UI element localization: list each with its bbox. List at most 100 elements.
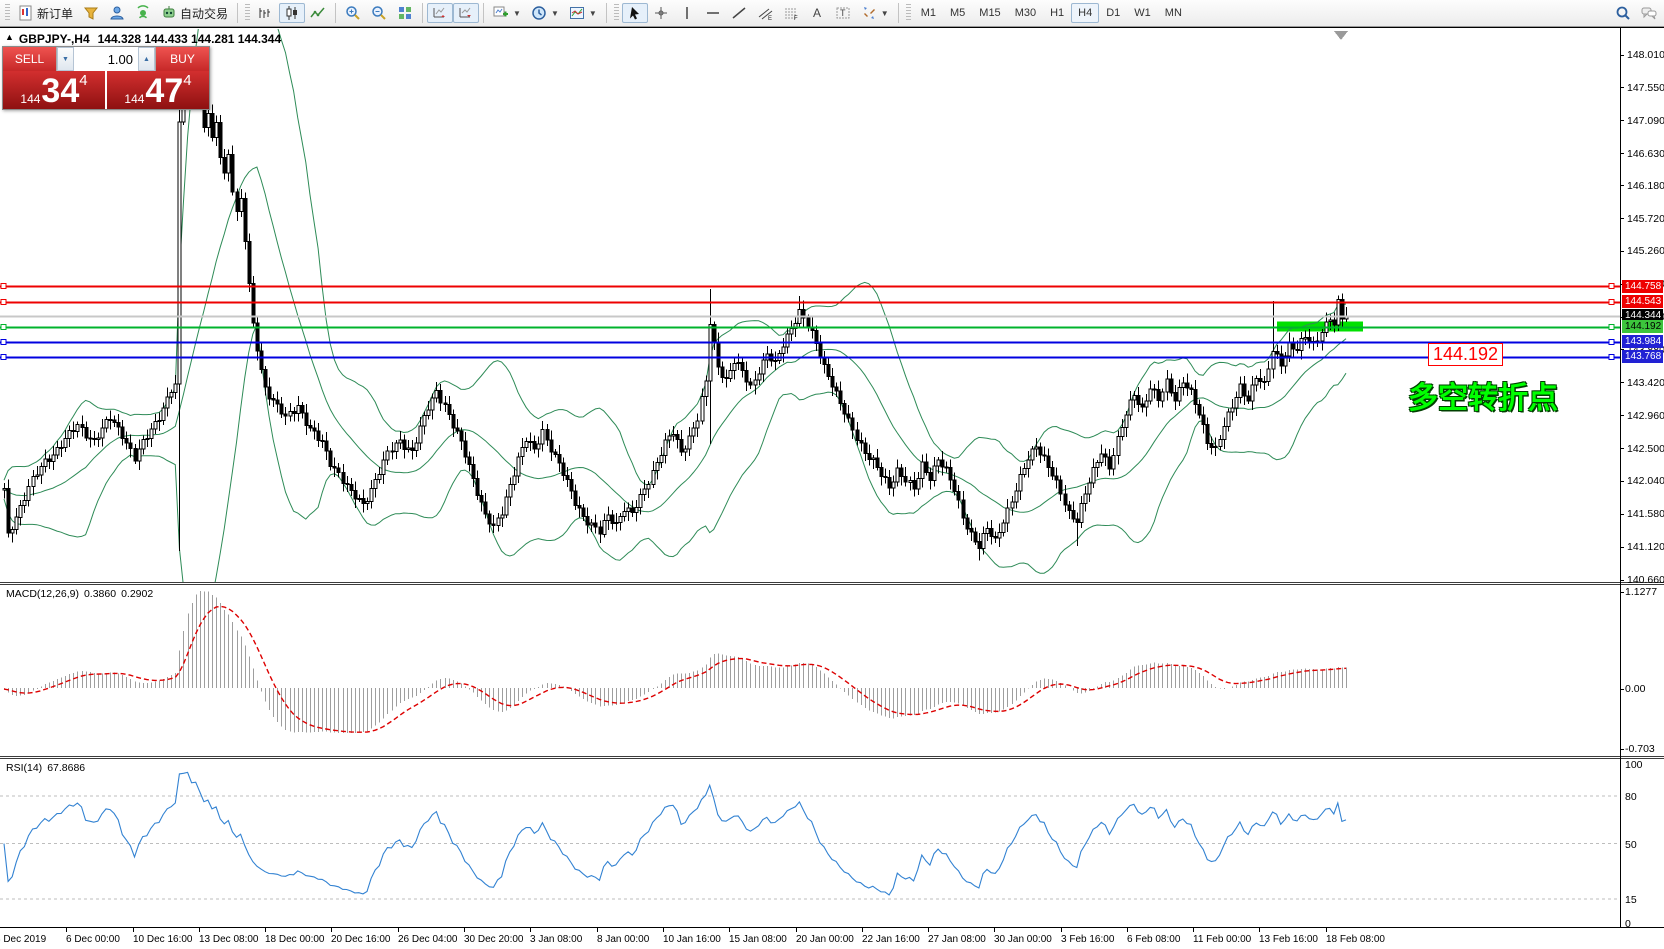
toolbar-grip[interactable] [245, 4, 251, 22]
dropdown-caret-icon[interactable]: ▼ [513, 8, 521, 18]
pane-separator[interactable] [0, 756, 1664, 759]
chat-icon [1641, 5, 1657, 21]
time-tick [464, 928, 465, 932]
price-tick [1620, 87, 1624, 88]
time-tick [796, 928, 797, 932]
metaquotes-icon [83, 5, 99, 21]
candlestick-chart-button[interactable] [279, 3, 306, 23]
candlestick-chart-icon [284, 5, 300, 21]
zoom-in-icon [345, 5, 361, 21]
profiles-clock-button[interactable]: ▼ [526, 3, 564, 23]
profile-button[interactable] [104, 3, 130, 23]
crosshair-button[interactable] [648, 3, 674, 23]
annotation-text[interactable]: 多空转折点 [1408, 382, 1558, 415]
horizontal-line-button[interactable] [700, 3, 726, 23]
time-tick-label: 6 Feb 08:00 [1127, 934, 1181, 945]
chart-shift-button[interactable] [453, 3, 480, 23]
volume-increase-button[interactable]: ▲ [138, 47, 155, 71]
metaquotes-button[interactable] [78, 3, 104, 23]
signals-button[interactable] [130, 3, 156, 23]
label-button[interactable]: T [830, 3, 856, 23]
volume-decrease-button[interactable]: ▼ [57, 47, 74, 71]
text-button[interactable]: A [804, 3, 830, 23]
time-tick-label: 13 Feb 16:00 [1259, 934, 1318, 945]
timeframe-m1[interactable]: M1 [920, 7, 936, 19]
pane-separator[interactable] [0, 582, 1664, 585]
dropdown-caret-icon[interactable]: ▼ [588, 8, 597, 18]
dropdown-caret-icon[interactable]: ▼ [550, 8, 559, 18]
timeframe-h4[interactable]: H4 [1071, 3, 1100, 23]
price-callout-label[interactable]: 144.192 [1428, 343, 1504, 366]
collapse-triangle-icon[interactable]: ▲ [5, 32, 14, 42]
toolbar-grip[interactable] [5, 4, 10, 22]
rsi-label: RSI(14) 67.8686 [6, 762, 85, 774]
tile-windows-icon [397, 5, 413, 21]
dropdown-caret-icon[interactable]: ▼ [880, 8, 889, 18]
sell-price-prefix: 144 [20, 92, 41, 106]
fibonacci-button[interactable]: F [778, 3, 804, 23]
chart-window[interactable]: 148.010 147.550 147.090 146.630 146.180 145.7… [0, 27, 1664, 949]
channel-button[interactable]: E [752, 3, 778, 23]
indicators-button[interactable]: ▼ [564, 3, 602, 23]
toolbar-separator [335, 3, 337, 23]
tile-windows-button[interactable] [392, 3, 418, 23]
new-chart-button[interactable]: ▼ [488, 3, 526, 23]
time-tick-label: 8 Jan 00:00 [597, 934, 650, 945]
timeframe-m30[interactable]: M30 [1014, 7, 1037, 19]
timeframe-w1[interactable]: W1 [1134, 7, 1151, 19]
macd-tick [1620, 689, 1624, 690]
sell-price-button[interactable]: 144 34 4 [3, 71, 105, 109]
autoscroll-button[interactable] [427, 3, 454, 23]
price-tick-label: 147.550 [1627, 82, 1664, 94]
time-tick-label: 27 Jan 08:00 [928, 934, 986, 945]
timeframe-d1[interactable]: D1 [1106, 7, 1121, 19]
zoom-out-button[interactable] [366, 3, 392, 23]
buy-button[interactable]: BUY [156, 47, 209, 71]
time-tick-label: 6 Dec 00:00 [66, 934, 120, 945]
buy-price-button[interactable]: 144 47 4 [107, 71, 209, 109]
arrow-tools-button[interactable]: ▼ [856, 3, 894, 23]
time-axis[interactable]: 3 Dec 2019 6 Dec 00:00 10 Dec 16:00 13 Dec … [0, 927, 1664, 949]
price-tick [1620, 415, 1624, 416]
bar-chart-button[interactable] [253, 3, 279, 23]
time-tick [1127, 928, 1128, 932]
chart-shift-icon [458, 5, 474, 21]
time-tick-label: 3 Feb 16:00 [1061, 934, 1115, 945]
time-tick [66, 928, 67, 932]
macd-pane[interactable] [0, 585, 1620, 756]
zoom-out-icon [371, 5, 387, 21]
new-order-button[interactable]: 新订单 [13, 3, 78, 23]
symbol-search-button[interactable] [1610, 3, 1636, 23]
macd-tick-label: -0.703 [1625, 743, 1655, 755]
timeframe-m5[interactable]: M5 [950, 7, 966, 19]
main-chart-pane[interactable] [0, 29, 1620, 582]
price-tick-label: 140.660 [1627, 574, 1664, 586]
timeframe-m15[interactable]: M15 [979, 7, 1001, 19]
sell-button[interactable]: SELL [3, 47, 56, 71]
time-tick-label: 3 Jan 08:00 [530, 934, 583, 945]
time-tick [265, 928, 266, 932]
timeframe-mn[interactable]: MN [1164, 7, 1182, 19]
chat-button[interactable] [1636, 3, 1662, 23]
vertical-line-button[interactable] [674, 3, 700, 23]
price-tick-label: 142.960 [1627, 410, 1664, 422]
toolbar-grip[interactable] [905, 4, 911, 22]
symbol-search-icon [1615, 5, 1631, 21]
time-tick [663, 928, 664, 932]
timeframe-h1[interactable]: H1 [1050, 7, 1065, 19]
price-line-badge: 144.543 [1622, 295, 1663, 308]
rsi-pane[interactable] [0, 759, 1620, 927]
trendline-button[interactable] [726, 3, 752, 23]
autotrading-button[interactable]: 自动交易 [156, 3, 233, 23]
autoscroll-icon [432, 5, 448, 21]
macd-signal-value: 0.2902 [121, 588, 154, 600]
cursor-button[interactable] [621, 3, 648, 23]
time-tick [398, 928, 399, 932]
line-chart-button[interactable] [305, 3, 331, 23]
toolbar-separator [897, 3, 899, 23]
volume-input[interactable]: 1.00 [107, 51, 133, 67]
rsi-tick-label: 80 [1625, 791, 1637, 803]
zoom-in-button[interactable] [340, 3, 366, 23]
toolbar-grip[interactable] [613, 4, 619, 22]
time-tick-label: 15 Jan 08:00 [729, 934, 787, 945]
